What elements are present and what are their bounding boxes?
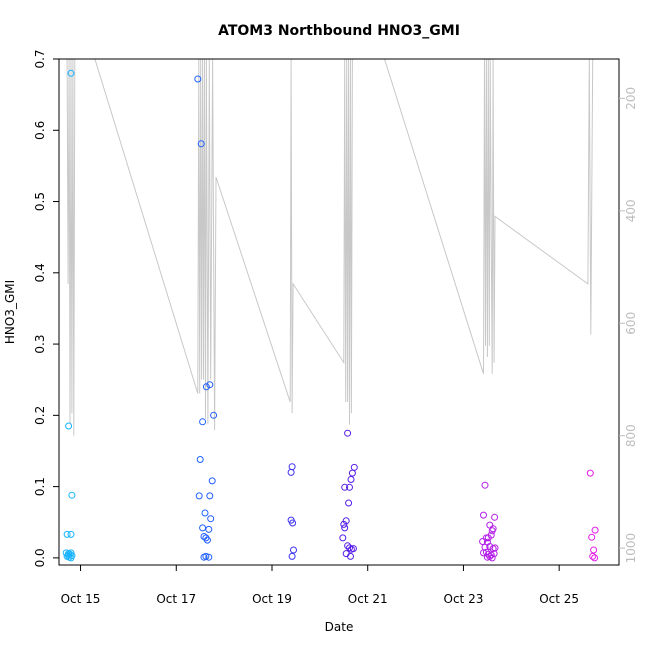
data-point bbox=[206, 381, 214, 389]
data-point bbox=[480, 511, 487, 519]
data-point bbox=[489, 525, 497, 533]
data-point bbox=[586, 469, 594, 477]
x-tick-label: Oct 25 bbox=[539, 592, 579, 606]
data-point bbox=[349, 545, 357, 553]
data-point bbox=[67, 530, 75, 538]
data-point bbox=[205, 525, 213, 533]
data-point bbox=[207, 515, 215, 523]
data-point bbox=[591, 554, 599, 562]
data-point bbox=[344, 542, 352, 550]
data-point bbox=[340, 520, 348, 528]
data-point bbox=[480, 549, 487, 557]
data-point bbox=[588, 533, 596, 541]
data-point bbox=[341, 483, 349, 491]
x-tick-label: Oct 23 bbox=[444, 592, 484, 606]
y-tick-label: 0.3 bbox=[33, 335, 47, 354]
y-tick-label: 0.4 bbox=[33, 263, 47, 282]
points-layer bbox=[62, 69, 599, 562]
x-tick-label: Oct 19 bbox=[252, 592, 292, 606]
data-point bbox=[68, 491, 76, 499]
x-axis-label: Date bbox=[325, 620, 354, 634]
x-tick-label: Oct 21 bbox=[348, 592, 388, 606]
altitude-line bbox=[66, 58, 594, 436]
data-point bbox=[66, 550, 74, 558]
data-point bbox=[289, 519, 297, 527]
data-point bbox=[347, 476, 355, 483]
data-point bbox=[590, 546, 598, 554]
data-point bbox=[67, 69, 75, 77]
y-tick-label: 0.7 bbox=[33, 49, 47, 68]
data-point bbox=[348, 469, 356, 477]
data-point bbox=[194, 75, 202, 83]
y2-axis: 200 400 600 800 1000 bbox=[619, 87, 638, 564]
y-tick-label: 0.6 bbox=[33, 121, 47, 140]
data-point bbox=[208, 477, 216, 485]
x-tick-label: Oct 17 bbox=[156, 592, 196, 606]
data-point bbox=[199, 418, 207, 426]
data-point bbox=[288, 552, 296, 560]
y2-tick-label: 600 bbox=[624, 312, 638, 335]
plot-frame bbox=[58, 58, 620, 566]
data-point bbox=[344, 429, 352, 437]
y2-tick-label: 1000 bbox=[624, 533, 638, 564]
data-point bbox=[63, 530, 71, 538]
x-tick-label: Oct 15 bbox=[61, 592, 101, 606]
data-point bbox=[346, 544, 353, 552]
y-axis: 0.0 0.1 0.2 0.3 0.4 0.5 0.6 0.7 bbox=[33, 49, 59, 567]
data-point bbox=[202, 383, 210, 391]
data-point bbox=[196, 456, 204, 463]
x-axis: Oct 15 Oct 17 Oct 19 Oct 21 Oct 23 Oct 25 bbox=[61, 565, 579, 606]
data-point bbox=[591, 526, 599, 534]
data-point bbox=[347, 552, 354, 560]
data-point bbox=[491, 513, 499, 521]
y-tick-label: 0.1 bbox=[33, 477, 47, 496]
y-axis-label: HNO3_GMI bbox=[3, 280, 17, 344]
data-point bbox=[206, 492, 214, 500]
data-point bbox=[201, 509, 209, 517]
data-point bbox=[197, 140, 205, 148]
data-point bbox=[199, 524, 207, 532]
y-tick-label: 0.0 bbox=[33, 548, 47, 567]
data-point bbox=[481, 481, 489, 489]
data-point bbox=[346, 483, 353, 491]
y-tick-label: 0.2 bbox=[33, 406, 47, 425]
data-point bbox=[339, 534, 347, 542]
data-point bbox=[487, 531, 495, 539]
altitude-line-layer bbox=[66, 58, 594, 436]
data-point bbox=[345, 499, 353, 507]
data-point bbox=[342, 517, 350, 525]
data-point bbox=[290, 546, 297, 554]
data-point bbox=[203, 536, 211, 544]
data-point bbox=[479, 538, 487, 545]
y-tick-label: 0.5 bbox=[33, 192, 47, 211]
chart-title: ATOM3 Northbound HNO3_GMI bbox=[218, 23, 460, 39]
data-point bbox=[202, 552, 210, 560]
data-point bbox=[65, 422, 73, 430]
data-point bbox=[195, 492, 203, 500]
data-point bbox=[488, 554, 496, 562]
data-point bbox=[589, 552, 597, 560]
data-point bbox=[68, 552, 76, 560]
y2-tick-label: 400 bbox=[624, 199, 638, 222]
y2-tick-label: 200 bbox=[624, 87, 638, 110]
data-point bbox=[205, 553, 213, 561]
data-point bbox=[210, 411, 218, 419]
data-point bbox=[341, 524, 349, 532]
y2-tick-label: 800 bbox=[624, 424, 638, 447]
data-point bbox=[287, 468, 295, 476]
